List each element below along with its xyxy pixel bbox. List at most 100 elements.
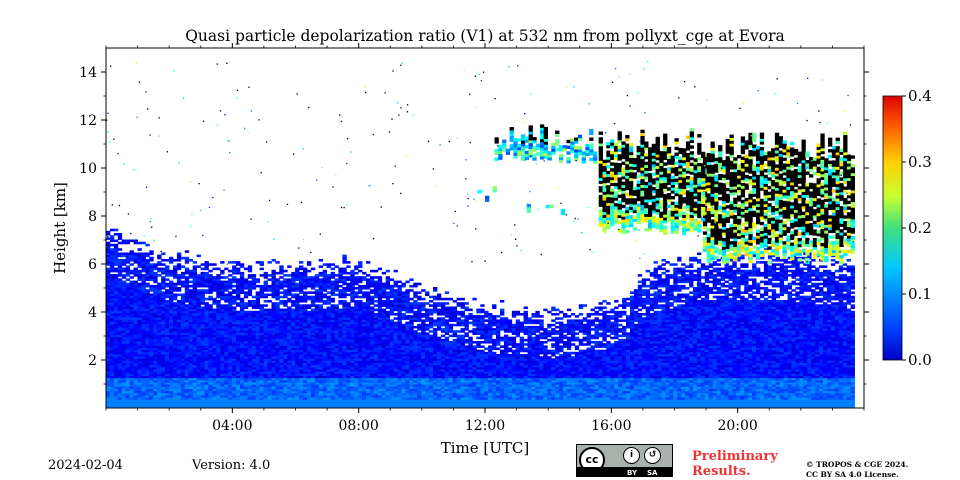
depol-cell: [137, 362, 142, 366]
depol-cell: [255, 351, 261, 355]
depol-cell: [255, 332, 261, 335]
depol-cell: [165, 360, 170, 364]
depol-cell: [413, 351, 418, 355]
depol-cell: [267, 319, 272, 322]
depol-cell: [137, 367, 142, 370]
depol-cell: [220, 397, 225, 400]
depol-cell: [330, 373, 335, 376]
depol-cell: [322, 280, 328, 284]
depol-cell: [169, 375, 174, 379]
depol-cell: [220, 356, 225, 359]
depol-cell: [145, 390, 150, 394]
depol-cell: [350, 269, 355, 273]
depol-cell: [106, 295, 111, 299]
depol-cell: [263, 323, 268, 327]
depol-cell: [350, 274, 355, 277]
depol-cell: [358, 377, 363, 381]
depol-cell: [381, 325, 387, 329]
depol-cell: [310, 321, 316, 325]
depol-cell: [113, 243, 119, 247]
depol-cell: [224, 267, 229, 271]
depol-cell: [251, 345, 257, 348]
depol-cell: [303, 332, 308, 335]
depol-cell: [338, 347, 343, 351]
depol-cell: [413, 364, 418, 368]
depol-cell: [251, 321, 257, 325]
depol-cell: [263, 392, 268, 396]
depol-cell: [121, 373, 127, 376]
depol-cell: [275, 360, 280, 364]
depol-cell: [397, 343, 402, 346]
depol-cell: [342, 338, 347, 342]
depol-cell: [259, 369, 264, 372]
depol-cell: [405, 360, 410, 364]
depol-cell: [212, 356, 217, 359]
depol-cell: [180, 382, 186, 385]
depol-cell: [137, 310, 142, 314]
depol-cell: [184, 293, 190, 297]
depol-cell: [275, 388, 280, 392]
depol-cell: [409, 358, 414, 361]
depol-cell: [322, 341, 328, 344]
depol-cell: [381, 336, 387, 340]
depol-cell: [255, 371, 261, 374]
depol-cell: [263, 274, 268, 277]
depol-cell: [310, 308, 316, 312]
depol-cell: [413, 343, 418, 346]
depol-cell: [145, 377, 150, 381]
depol-cell: [373, 364, 379, 368]
depol-cell: [161, 267, 166, 271]
depol-cell: [106, 397, 111, 400]
depol-cell: [232, 371, 237, 374]
depol-cell: [299, 392, 304, 396]
depol-cell: [180, 369, 186, 372]
depol-cell: [161, 347, 166, 351]
depol-cell: [129, 300, 134, 303]
depol-cell: [299, 308, 304, 312]
depol-cell: [169, 295, 174, 299]
depol-cell: [239, 319, 245, 322]
depol-cell: [318, 369, 324, 372]
depol-cell: [165, 334, 170, 338]
depol-cell: [338, 302, 343, 305]
depol-cell: [275, 304, 280, 307]
depol-cell: [303, 291, 308, 294]
depol-cell: [259, 354, 264, 357]
depol-cell: [161, 306, 166, 310]
depol-cell: [165, 377, 170, 381]
depol-cell: [129, 364, 134, 368]
depol-cell: [133, 282, 138, 286]
depol-cell: [310, 345, 316, 348]
depol-cell: [385, 373, 391, 376]
depol-cell: [200, 343, 205, 346]
depol-cell: [255, 356, 261, 359]
depol-cell: [259, 351, 264, 355]
depol-cell: [243, 405, 249, 408]
depol-cell: [303, 405, 308, 408]
depol-cell: [208, 328, 213, 331]
depol-cell: [165, 306, 170, 310]
depol-cell: [251, 392, 257, 396]
depol-cell: [397, 369, 402, 372]
depol-cell: [117, 390, 123, 394]
depol-cell: [157, 397, 162, 400]
depol-cell: [180, 317, 186, 320]
depol-cell: [299, 300, 304, 303]
depol-cell: [358, 349, 363, 353]
depol-cell: [287, 330, 292, 333]
depol-cell: [188, 379, 194, 383]
depol-cell: [236, 267, 241, 271]
depol-cell: [354, 369, 359, 372]
depol-cell: [204, 382, 209, 385]
depol-cell: [287, 386, 292, 389]
depol-cell: [303, 323, 308, 327]
depol-cell: [247, 265, 253, 268]
depol-cell: [287, 297, 292, 301]
depol-cell: [200, 397, 205, 400]
depol-cell: [362, 360, 367, 364]
depol-cell: [208, 321, 213, 325]
depol-cell: [342, 310, 347, 314]
depol-cell: [405, 375, 410, 379]
depol-cell: [180, 354, 186, 357]
depol-cell: [208, 338, 213, 342]
